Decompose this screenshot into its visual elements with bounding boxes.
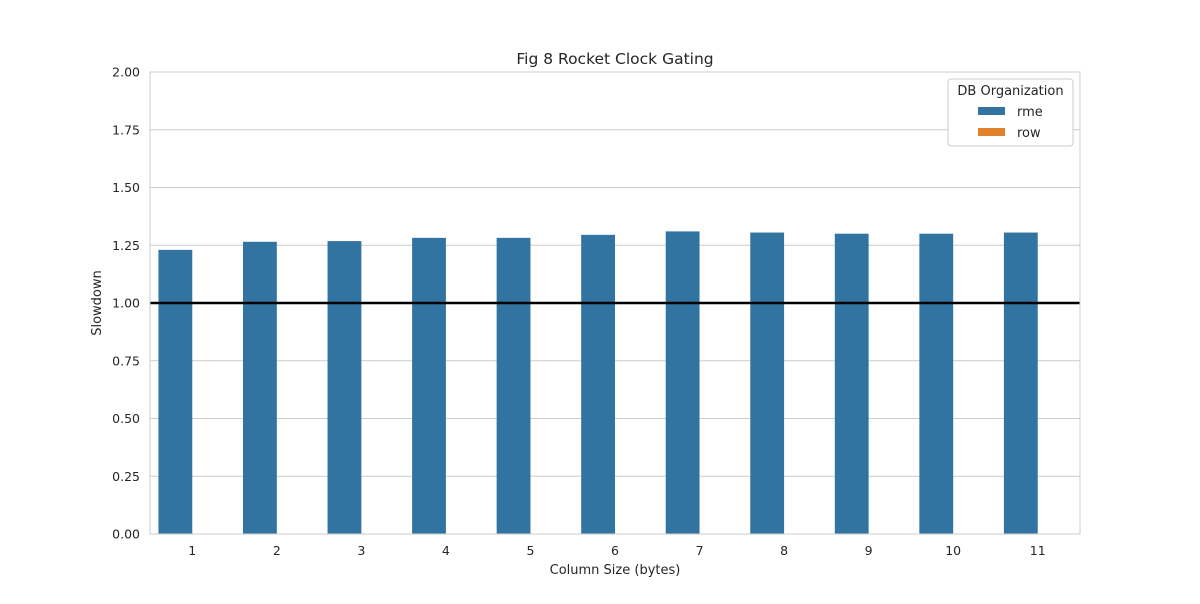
x-tick-label: 11 [1030, 543, 1046, 558]
legend-swatch-rme [978, 107, 1005, 115]
bar-rme-8 [750, 232, 785, 535]
y-tick-label: 2.00 [112, 65, 140, 80]
x-tick-label: 6 [611, 543, 619, 558]
x-tick-label: 7 [696, 543, 704, 558]
bar-rme-2 [243, 241, 277, 534]
chart-title: Fig 8 Rocket Clock Gating [516, 50, 713, 68]
y-tick-label: 1.00 [112, 296, 140, 311]
y-tick-label: 0.25 [112, 469, 140, 484]
x-tick-label: 1 [188, 543, 196, 558]
x-tick-label: 9 [865, 543, 873, 558]
x-tick-label: 5 [526, 543, 534, 558]
y-axis-label: Slowdown [90, 270, 105, 336]
x-ticks: 1 2 3 4 5 6 7 8 9 10 11 [188, 543, 1045, 558]
x-tick-label: 10 [945, 543, 961, 558]
y-tick-label: 0.75 [112, 353, 140, 368]
bars-layer [158, 231, 1038, 535]
y-tick-label: 1.25 [112, 238, 140, 253]
legend-label-rme: rme [1017, 105, 1043, 120]
legend-items: rme row [978, 105, 1043, 141]
x-tick-label: 4 [442, 543, 450, 558]
x-tick-label: 2 [273, 543, 281, 558]
bar-rme-10 [919, 233, 954, 534]
x-tick-label: 8 [780, 543, 788, 558]
y-tick-label: 0.50 [112, 411, 140, 426]
bar-rme-6 [581, 234, 615, 535]
legend-title: DB Organization [957, 84, 1063, 99]
bar-rme-5 [496, 237, 531, 534]
plot-frame [149, 71, 1081, 535]
bar-rme-11 [1003, 232, 1038, 535]
bar-rme-1 [158, 249, 193, 534]
x-axis-label: Column Size (bytes) [550, 563, 681, 578]
y-tick-label: 1.50 [112, 180, 140, 195]
y-ticks: 0.00 0.25 0.50 0.75 1.00 1.25 1.50 1.75 2.00 [112, 65, 140, 542]
bar-rme-7 [665, 231, 700, 534]
legend: DB Organization rme row [947, 78, 1074, 147]
bar-rme-4 [412, 237, 446, 534]
bar-rme-3 [327, 241, 362, 535]
y-tick-label: 1.75 [112, 122, 140, 137]
legend-label-row: row [1017, 126, 1041, 141]
bar-rme-9 [834, 233, 869, 534]
x-tick-label: 3 [357, 543, 365, 558]
y-tick-label: 0.00 [112, 527, 140, 542]
legend-swatch-row [978, 128, 1005, 136]
